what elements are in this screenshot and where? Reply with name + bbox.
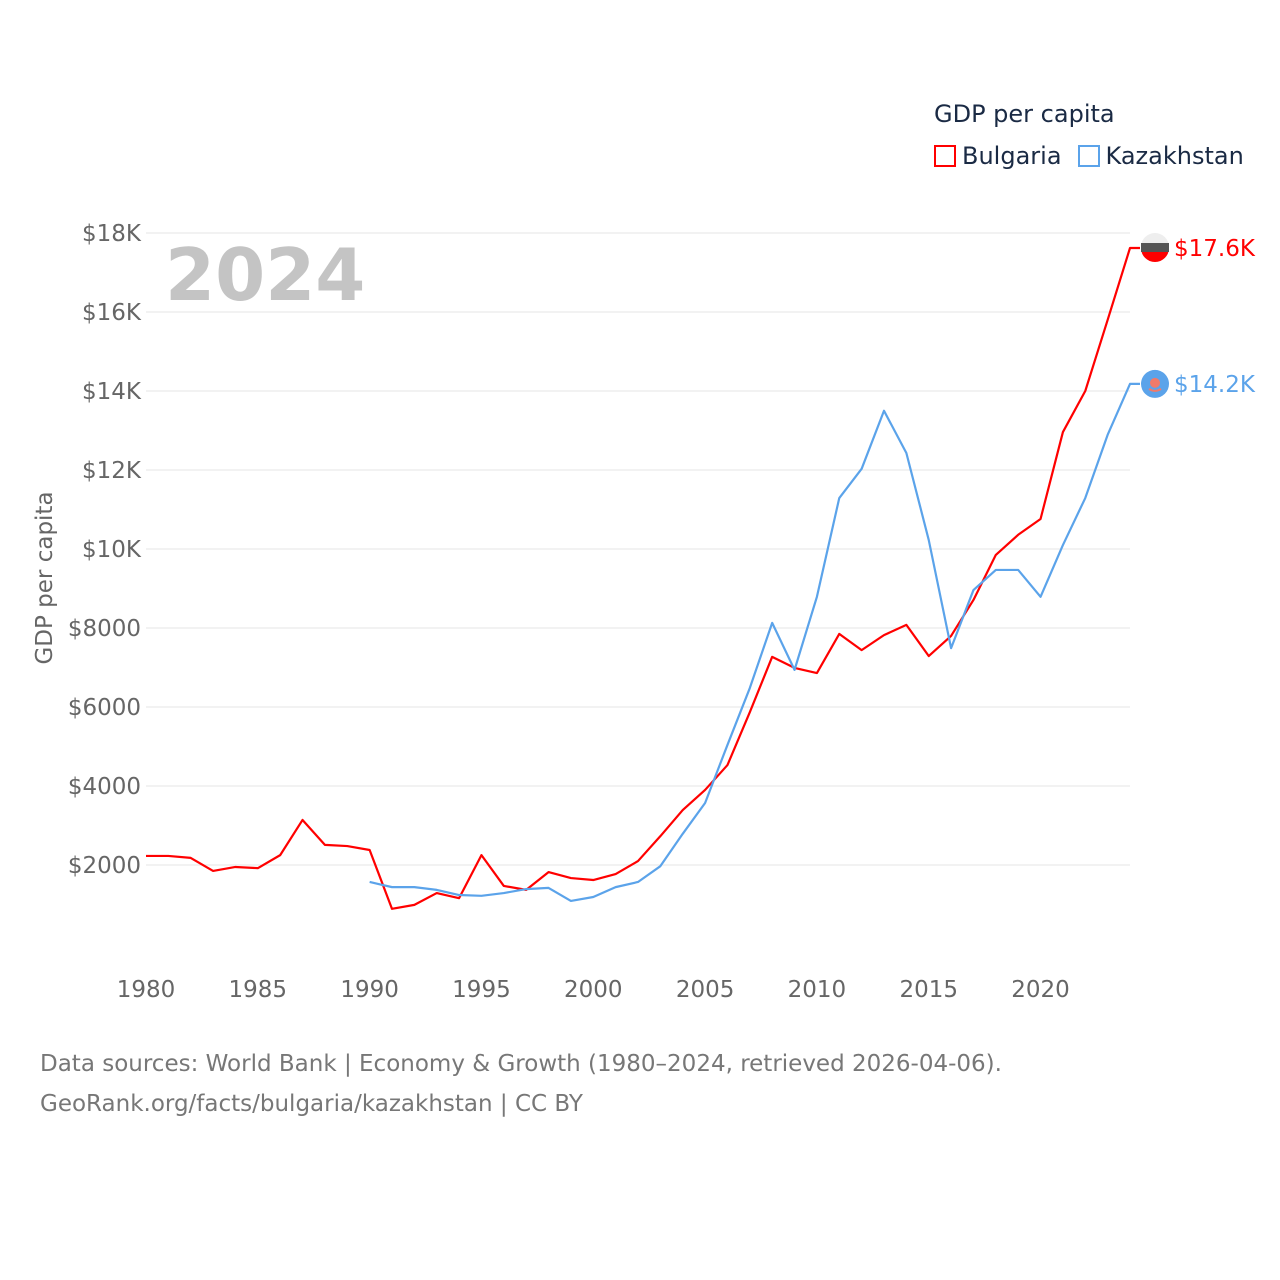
legend-swatch <box>934 145 956 167</box>
data-sources: Data sources: World Bank | Economy & Gro… <box>40 1051 1002 1077</box>
year-marker: 2024 <box>165 233 365 317</box>
y-tick-label: $14K <box>82 379 142 405</box>
x-tick-label: 2000 <box>564 977 623 1003</box>
flag-icon-kazakhstan <box>1141 369 1169 398</box>
x-tick-label: 2005 <box>676 977 735 1003</box>
y-tick-label: $6000 <box>68 695 141 721</box>
y-tick-label: $2000 <box>68 853 141 879</box>
end-value-label: $14.2K <box>1174 372 1256 398</box>
legend: Bulgaria Kazakhstan <box>934 142 1244 170</box>
x-tick-label: 1990 <box>340 977 399 1003</box>
series-lines <box>146 246 1140 910</box>
x-axis: 1980 1985 1990 1995 2000 2005 2010 2015 2020 <box>117 977 1070 1003</box>
y-tick-label: $18K <box>82 221 142 247</box>
x-tick-label: 1985 <box>229 977 288 1003</box>
footer: Data sources: World Bank | Economy & Gro… <box>40 1044 1002 1124</box>
x-tick-label: 1980 <box>117 977 176 1003</box>
series-line-bulgaria <box>146 246 1140 910</box>
y-tick-label: $10K <box>82 537 142 563</box>
legend-item-bulgaria[interactable]: Bulgaria <box>934 142 1062 170</box>
x-tick-label: 2020 <box>1011 977 1070 1003</box>
x-tick-label: 2015 <box>899 977 958 1003</box>
end-labels: $17.6K $14.2K <box>1141 233 1256 398</box>
gridlines <box>146 232 1130 866</box>
y-axis: $2000 $4000 $6000 $8000 $10K $12K $14K $16K $18K <box>68 221 142 879</box>
legend-label: Kazakhstan <box>1105 142 1244 170</box>
y-tick-label: $16K <box>82 300 142 326</box>
end-value-label: $17.6K <box>1174 236 1256 262</box>
y-tick-label: $12K <box>82 458 142 484</box>
legend-title: GDP per capita <box>934 100 1115 128</box>
flag-icon-bulgaria <box>1141 233 1169 263</box>
y-tick-label: $4000 <box>68 774 141 800</box>
legend-swatch <box>1077 145 1100 167</box>
legend-label: Bulgaria <box>962 142 1062 170</box>
y-axis-label: GDP per capita <box>32 491 58 664</box>
legend-item-kazakhstan[interactable]: Kazakhstan <box>1077 142 1244 170</box>
series-line-kazakhstan <box>369 382 1140 903</box>
x-tick-label: 1995 <box>452 977 511 1003</box>
x-tick-label: 2010 <box>788 977 847 1003</box>
attribution: GeoRank.org/facts/bulgaria/kazakhstan | … <box>40 1091 583 1117</box>
y-tick-label: $8000 <box>68 616 141 642</box>
